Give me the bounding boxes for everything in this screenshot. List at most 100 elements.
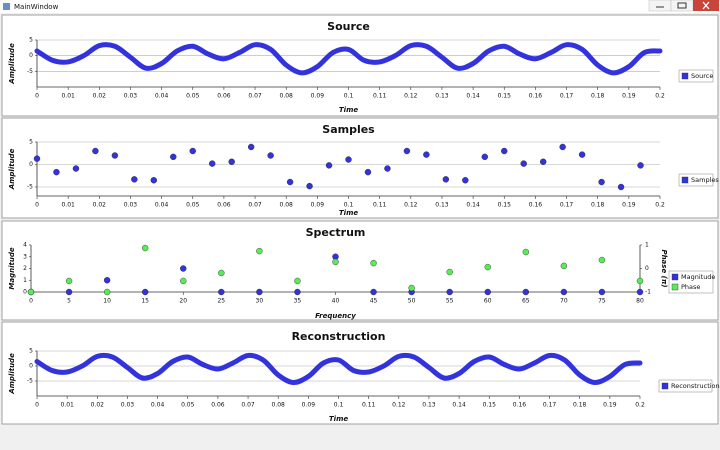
data-point xyxy=(484,288,491,296)
y-tick-label: 0 xyxy=(29,363,33,370)
data-point xyxy=(637,162,644,169)
legend-label: Reconstruction xyxy=(671,382,720,390)
data-point xyxy=(92,147,99,155)
data-point xyxy=(228,158,235,166)
x-tick-label: 65 xyxy=(522,298,530,305)
x-tick-label: 0.15 xyxy=(498,93,512,100)
y-tick-label: 5 xyxy=(29,348,33,355)
x-tick-label: 40 xyxy=(332,298,340,305)
x-tick-label: 0.14 xyxy=(452,402,466,409)
data-point xyxy=(617,183,625,191)
data-point xyxy=(131,176,138,183)
data-point xyxy=(370,288,377,296)
x-tick-label: 75 xyxy=(598,298,606,305)
data-point xyxy=(325,162,333,169)
x-tick-label: 0.06 xyxy=(211,402,225,409)
x-tick-label: 0.07 xyxy=(241,402,255,409)
x-tick-label: 0.08 xyxy=(280,93,294,100)
data-point xyxy=(170,153,177,161)
minimize-button[interactable] xyxy=(648,0,672,12)
x-tick-label: 70 xyxy=(560,298,568,305)
x-tick-label: 0 xyxy=(35,202,39,209)
y-tick-label: 4 xyxy=(23,242,27,249)
x-tick-label: 0.2 xyxy=(655,202,665,209)
x-tick-label: 0.07 xyxy=(248,93,262,100)
x-tick-label: 0.04 xyxy=(155,202,169,209)
data-line xyxy=(34,352,643,385)
y2-tick-label: -1 xyxy=(645,289,651,296)
x-tick-label: 0.11 xyxy=(373,93,387,100)
maximize-button[interactable] xyxy=(670,0,694,12)
y2-tick-label: 1 xyxy=(645,242,649,249)
y-tick-label: 5 xyxy=(29,37,33,44)
x-tick-label: 0.01 xyxy=(60,402,74,409)
x-axis-label: Time xyxy=(339,209,358,217)
chart-title: Source xyxy=(327,20,370,33)
y-tick-label: 0 xyxy=(23,289,27,296)
x-tick-label: 0.2 xyxy=(635,402,645,409)
legend-label: Phase xyxy=(681,283,700,291)
data-point xyxy=(150,177,158,184)
maximize-icon xyxy=(677,2,687,9)
x-tick-label: 0 xyxy=(35,93,39,100)
data-point xyxy=(103,277,111,284)
data-point xyxy=(446,268,453,276)
x-tick-label: 0.09 xyxy=(302,402,316,409)
x-tick-label: 60 xyxy=(484,298,492,305)
x-tick-label: 30 xyxy=(256,298,264,305)
data-point xyxy=(306,182,313,190)
y-tick-label: 0 xyxy=(29,161,33,168)
data-point xyxy=(636,277,644,285)
data-point xyxy=(578,151,586,158)
y-tick-label: -5 xyxy=(27,184,33,191)
x-tick-label: 15 xyxy=(141,298,149,305)
x-tick-label: 0 xyxy=(35,402,39,409)
y-axis-label: Amplitude xyxy=(8,148,16,190)
x-tick-label: 20 xyxy=(179,298,187,305)
chart-title: Reconstruction xyxy=(292,330,386,343)
data-point xyxy=(598,288,606,296)
x-tick-label: 0.04 xyxy=(155,93,169,100)
legend-swatch xyxy=(661,382,669,390)
x-tick-label: 5 xyxy=(67,298,71,305)
legend-label: Source xyxy=(691,72,713,80)
x-tick-label: 0.14 xyxy=(466,93,480,100)
legend-swatch xyxy=(671,283,679,291)
data-point xyxy=(180,265,187,272)
x-tick-label: 0.11 xyxy=(373,202,387,209)
x-tick-label: 0.11 xyxy=(362,402,376,409)
x-tick-label: 0.19 xyxy=(603,402,617,409)
data-point xyxy=(522,288,530,296)
data-point xyxy=(560,288,568,296)
data-point xyxy=(598,256,606,264)
data-point xyxy=(484,263,491,271)
y-axis-label: Amplitude xyxy=(8,43,16,85)
data-point xyxy=(267,152,274,159)
x-tick-label: 0.13 xyxy=(422,402,436,409)
x-tick-label: 0.08 xyxy=(280,202,294,209)
x-tick-label: 50 xyxy=(408,298,416,305)
data-point xyxy=(332,258,339,266)
x-tick-label: 0.13 xyxy=(435,93,449,100)
x-tick-label: 0.19 xyxy=(622,202,636,209)
x-tick-label: 0.14 xyxy=(466,202,480,209)
x-tick-label: 0.1 xyxy=(344,202,354,209)
x-tick-label: 0.06 xyxy=(217,93,231,100)
legend-box xyxy=(658,379,713,393)
legend-swatch xyxy=(681,72,689,80)
legend: Source xyxy=(678,69,713,83)
x-tick-label: 0.12 xyxy=(392,402,406,409)
title-bar xyxy=(0,0,720,13)
x-tick-label: 0.15 xyxy=(498,202,512,209)
data-point xyxy=(501,147,508,155)
y-tick-label: 2 xyxy=(23,265,27,272)
legend-swatch xyxy=(681,176,689,184)
y2-axis-label: Phase (π) xyxy=(660,249,668,287)
data-point xyxy=(218,269,225,277)
x-tick-label: 0.12 xyxy=(404,93,418,100)
data-point xyxy=(189,147,196,155)
window-title: MainWindow xyxy=(14,3,59,11)
y-axis-label: Magnitude xyxy=(8,247,16,289)
